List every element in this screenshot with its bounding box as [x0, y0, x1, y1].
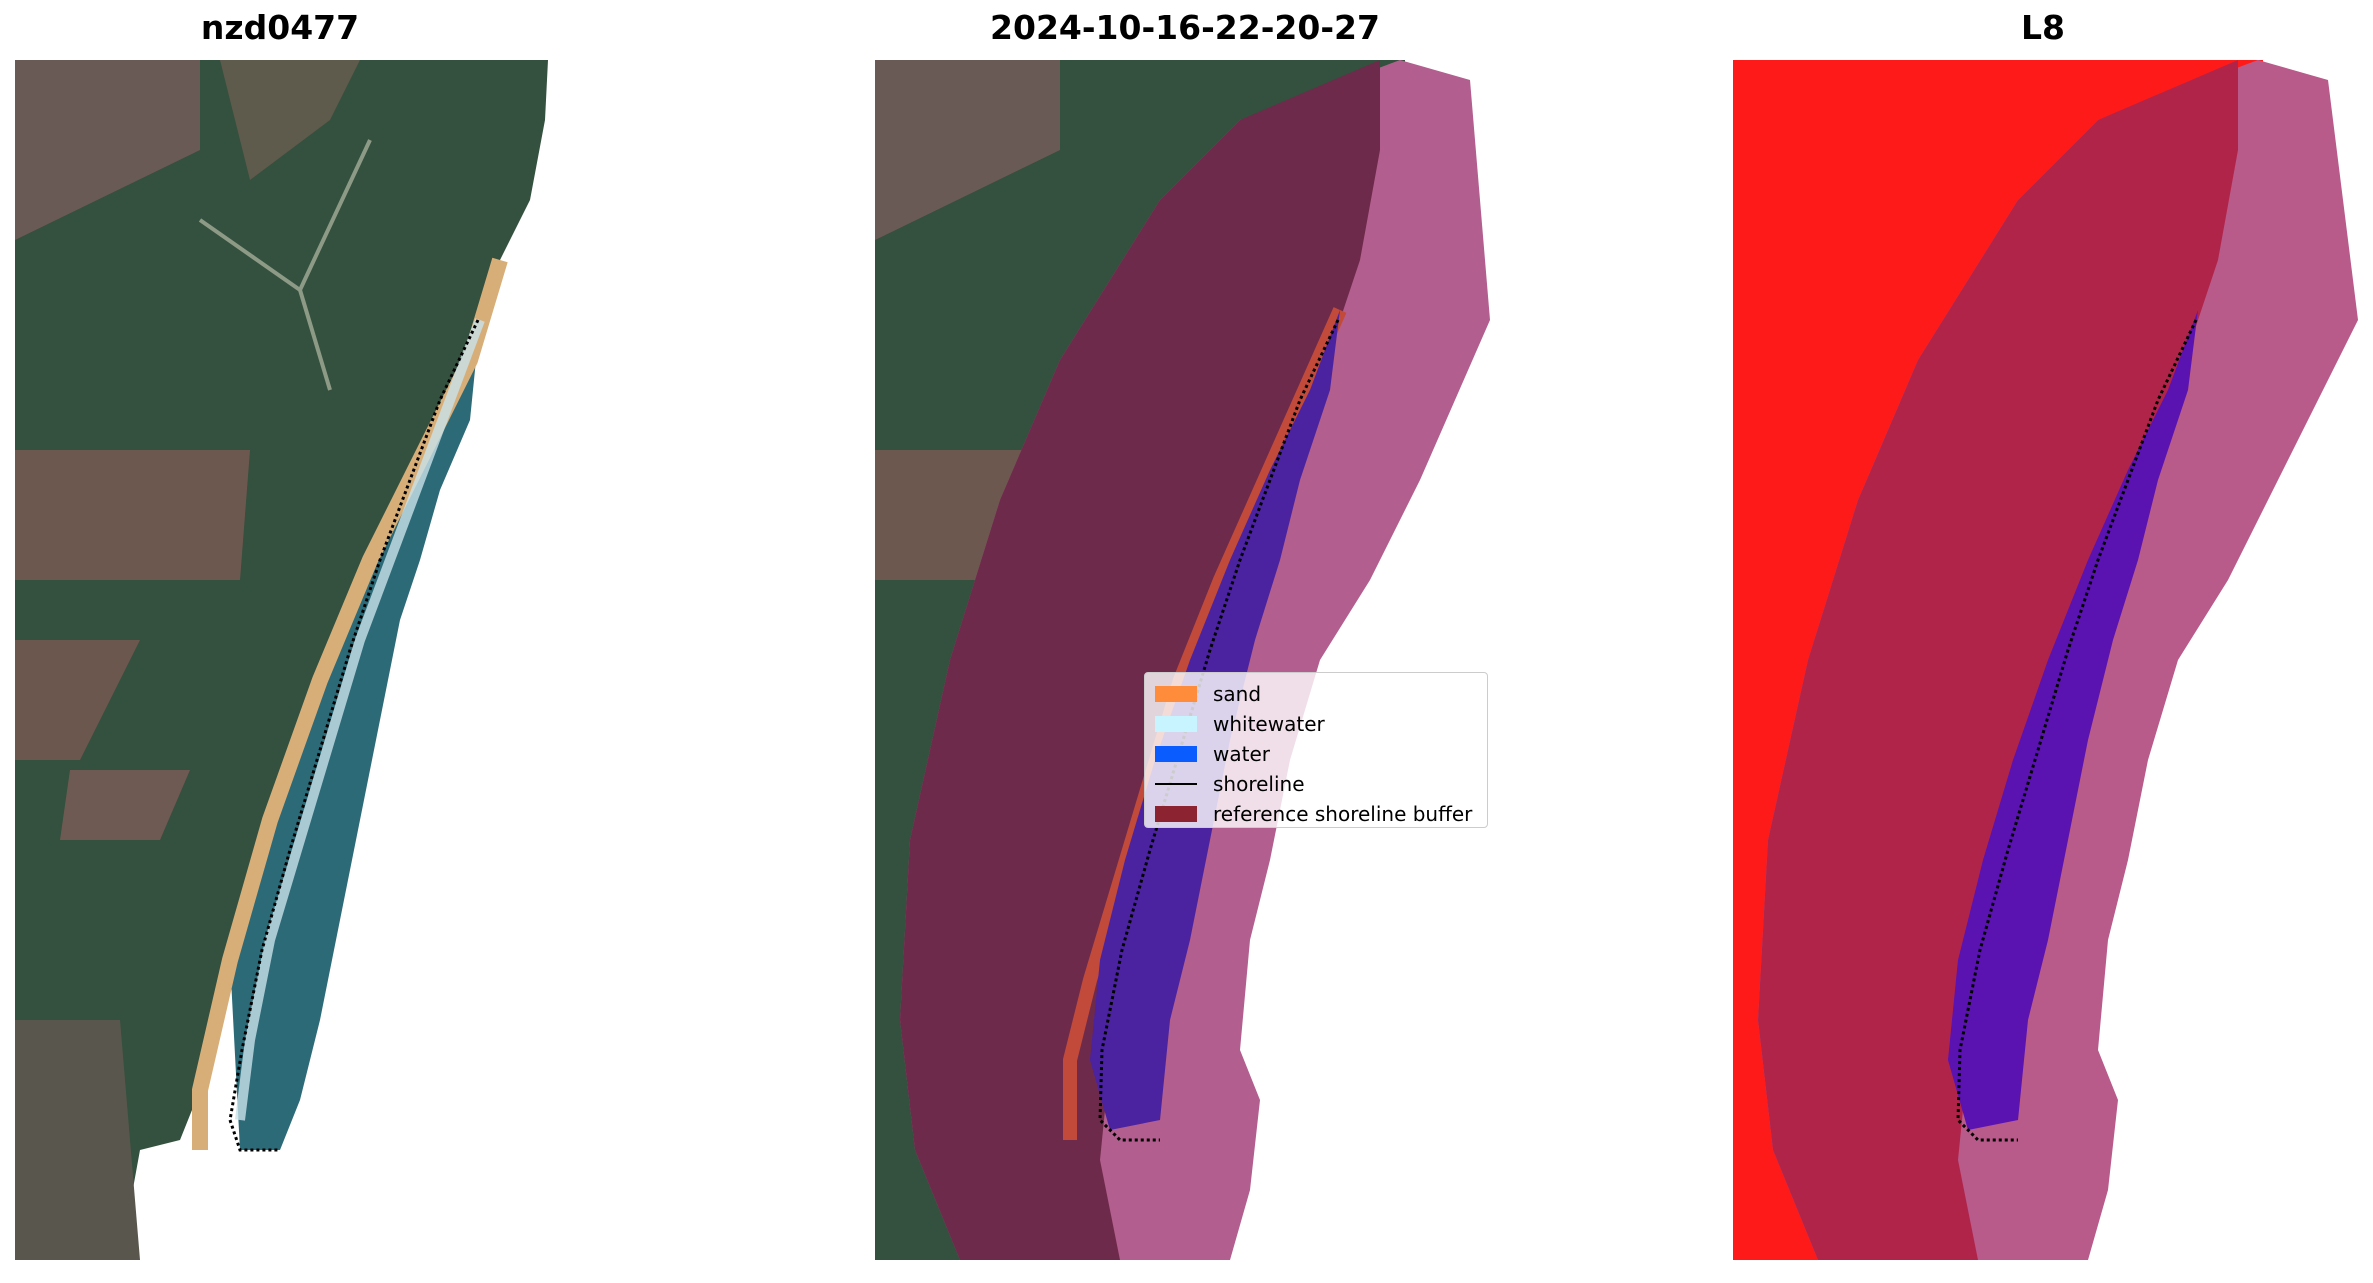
track [298, 289, 332, 391]
legend-item-whitewater: whitewater [1155, 709, 1477, 739]
field [15, 1020, 140, 1260]
legend-swatch-buffer [1155, 806, 1197, 822]
legend-swatch-whitewater [1155, 716, 1197, 732]
classification-image [875, 60, 1490, 1260]
field [15, 450, 250, 580]
legend-label: reference shoreline buffer [1213, 802, 1473, 826]
rgb-image [15, 60, 548, 1260]
field [220, 60, 360, 180]
whitewater [235, 318, 485, 1121]
panel-title: nzd0477 [200, 8, 360, 47]
shoreline [1956, 319, 2198, 1142]
panel-classification: 2024-10-16-22-20-27 [860, 0, 1510, 1283]
field [15, 60, 200, 240]
panel-rgb: nzd0477 [0, 0, 560, 1283]
field [60, 770, 190, 840]
legend-swatch-sand [1155, 686, 1197, 702]
legend-label: whitewater [1213, 712, 1325, 736]
field [875, 60, 1060, 240]
legend-swatch-water [1155, 746, 1197, 762]
legend-label: shoreline [1213, 772, 1305, 796]
reference-buffer-inner [1758, 60, 2238, 1260]
panel-title: L8 [2021, 8, 2065, 47]
panel-l8: L8 [1718, 0, 2368, 1283]
shoreline [228, 319, 480, 1152]
land-area [15, 60, 548, 1260]
legend-line-shoreline [1155, 783, 1197, 785]
water-class [1948, 310, 2198, 1130]
legend-item-sand: sand [1155, 679, 1477, 709]
legend-item-water: water [1155, 739, 1477, 769]
legend-item-shoreline: shoreline [1155, 769, 1477, 799]
legend-item-buffer: reference shoreline buffer [1155, 799, 1477, 829]
l8-image [1733, 60, 2358, 1260]
panel-title: 2024-10-16-22-20-27 [990, 8, 1380, 47]
legend-label: sand [1213, 682, 1262, 706]
sea [230, 260, 500, 1150]
legend: sand whitewater water shoreline referenc… [1144, 672, 1488, 828]
reference-buffer-inner [900, 60, 1380, 1260]
legend-label: water [1213, 742, 1270, 766]
field [15, 640, 140, 760]
